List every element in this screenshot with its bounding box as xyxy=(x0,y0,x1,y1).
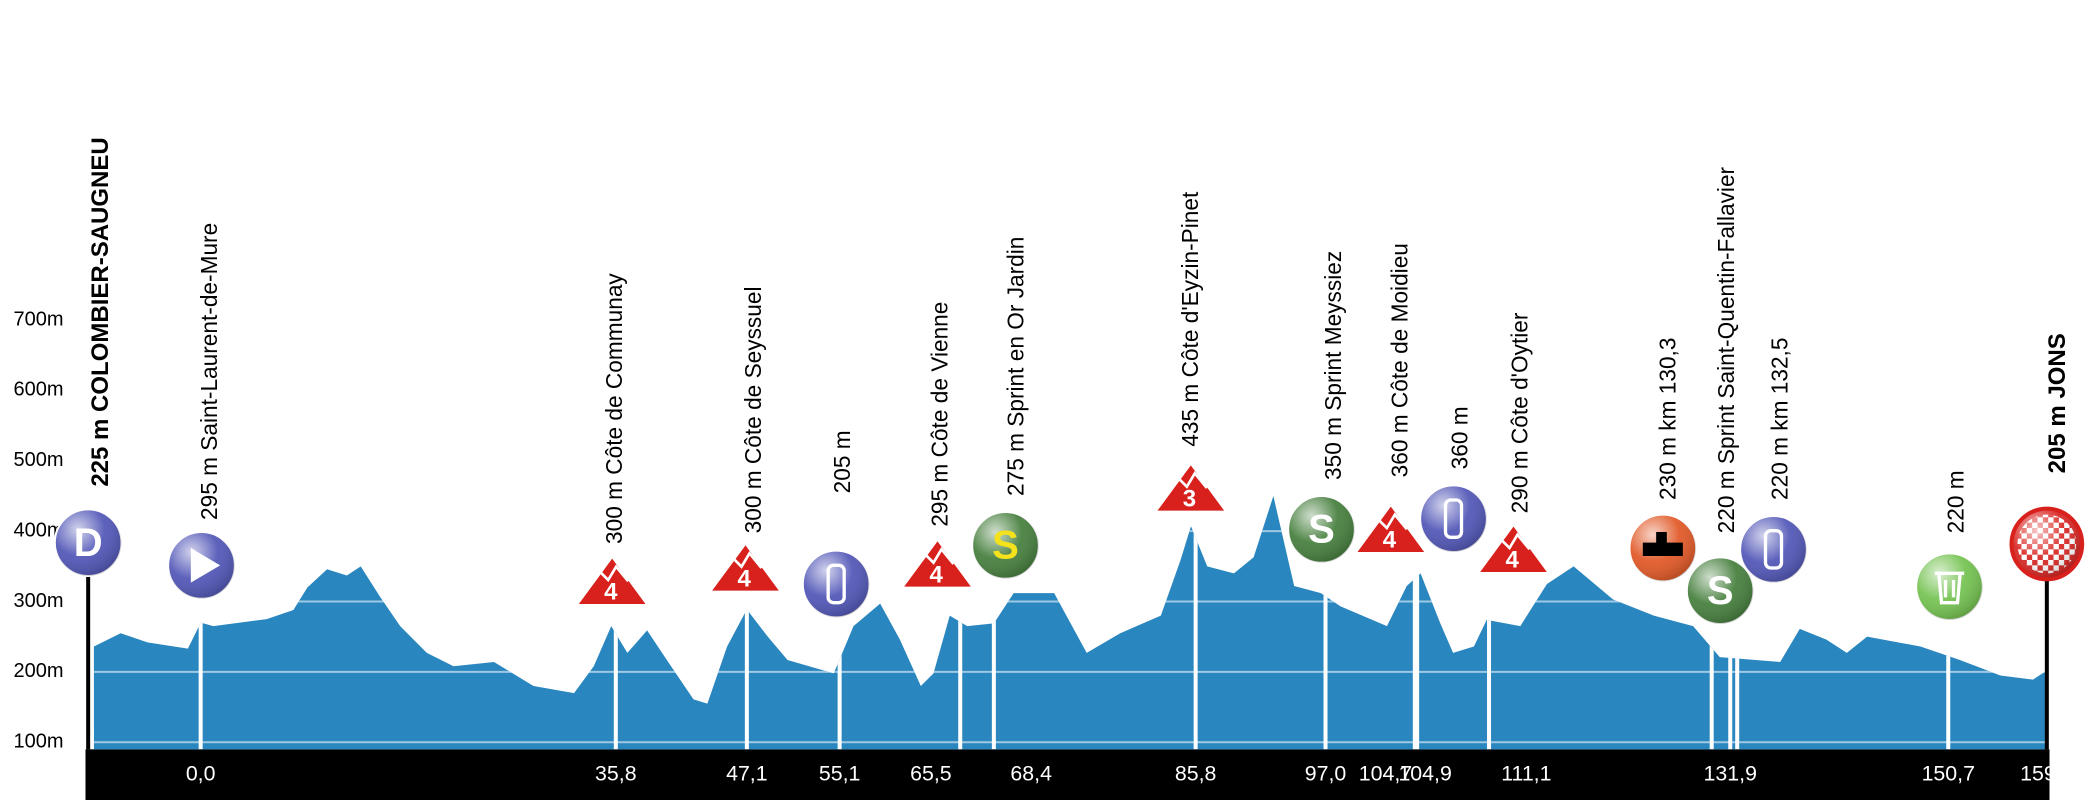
climb-category: 4 xyxy=(1383,527,1397,554)
climb-icon xyxy=(1480,526,1547,572)
marker-icon: 3 xyxy=(1157,465,1225,512)
climb-icon xyxy=(904,541,971,587)
x-tick-label: 97,0 xyxy=(1305,761,1347,785)
marker-icon: S xyxy=(1287,494,1356,564)
marker-label: 295 m Saint-Laurent-de-Mure xyxy=(196,223,222,520)
climb-peaks xyxy=(1489,532,1531,555)
climb-peaks xyxy=(1367,512,1408,535)
marker-icon: 4 xyxy=(1480,526,1547,574)
marker-icon xyxy=(167,530,236,600)
icon-symbol: D xyxy=(74,521,103,565)
marker-icon xyxy=(1628,513,1698,583)
marker-label: 300 m Côte de Seyssuel xyxy=(740,286,766,533)
y-tick-label: 500m xyxy=(14,449,64,471)
marker-label: 220 m Sprint Saint-Quentin-Fallavier xyxy=(1713,166,1739,533)
icon-shine xyxy=(1740,516,1807,583)
marker-label: 435 m Côte d'Eyzin-Pinet xyxy=(1177,191,1203,447)
x-tick-label: 159,2 xyxy=(2020,761,2073,785)
y-tick-label: 700m xyxy=(14,308,64,330)
x-tick-label: 68,4 xyxy=(1010,761,1052,785)
marker-label: 220 m xyxy=(1942,470,1968,533)
marker-label: 275 m Sprint en Or Jardin xyxy=(1002,237,1028,496)
climb-category: 4 xyxy=(737,565,751,592)
icon-symbol: S xyxy=(1308,508,1335,552)
icon-shine xyxy=(1420,485,1487,552)
y-tick-label: 300m xyxy=(14,590,64,612)
x-tick-label: 55,1 xyxy=(819,761,861,785)
marker-icon xyxy=(1739,514,1808,584)
x-tick-label: 111,1 xyxy=(1501,761,1551,785)
x-tick-label: 35,8 xyxy=(595,761,637,785)
marker-icon xyxy=(1915,552,1984,621)
climb-icon xyxy=(1157,465,1225,511)
bin-glyph xyxy=(1934,571,1965,605)
marker-icon: 4 xyxy=(712,545,779,592)
marker-icon: S xyxy=(1685,556,1755,625)
marker-icon: S xyxy=(971,510,1040,580)
marker-icon: 4 xyxy=(904,541,971,588)
icon-shine xyxy=(1686,557,1754,624)
bottle-glyph xyxy=(1443,498,1464,539)
marker-icon: 4 xyxy=(578,558,646,606)
marker-label: 350 m Sprint Meyssiez xyxy=(1320,251,1346,480)
climb-category: 3 xyxy=(1183,485,1196,512)
x-tick-label: 150,7 xyxy=(1922,761,1975,785)
x-tick-label: 104,7 xyxy=(1359,761,1412,785)
climb-icon xyxy=(578,558,646,604)
marker-label: 220 m km 132,5 xyxy=(1766,338,1792,500)
marker-label: 230 m km 130,3 xyxy=(1654,338,1680,500)
bottle-glyph xyxy=(826,563,846,605)
marker-label: 290 m Côte d'Oytier xyxy=(1506,312,1532,513)
climb-category: 4 xyxy=(604,579,618,606)
icon-shine xyxy=(1916,553,1983,620)
arrow-glyph xyxy=(190,548,221,583)
marker-icon xyxy=(801,549,871,619)
climb-peaks xyxy=(721,551,763,573)
marker-icon: 4 xyxy=(1357,506,1425,554)
climb-category: 4 xyxy=(1505,547,1519,574)
x-tick-label: 85,8 xyxy=(1175,761,1217,785)
area-overlay xyxy=(93,496,2047,750)
icon-symbol: S xyxy=(992,524,1019,568)
icon-shine xyxy=(1288,496,1355,563)
x-tick-label: 65,5 xyxy=(910,761,952,785)
icon-shine xyxy=(972,512,1039,579)
icon-shine xyxy=(54,509,122,576)
marker-icon xyxy=(1419,484,1488,553)
marker-label: 360 m xyxy=(1446,406,1472,469)
km-bar xyxy=(85,749,2050,800)
marker-label: 225 m COLOMBIER-SAUGNEU xyxy=(87,137,114,486)
x-tick-label: 47,1 xyxy=(726,761,768,785)
marker-label: 205 m JONS xyxy=(2044,333,2071,473)
icon-symbol: S xyxy=(1707,569,1734,613)
elevation-area xyxy=(93,496,2047,750)
climb-peaks xyxy=(588,564,630,587)
y-tick-label: 100m xyxy=(14,731,64,753)
climb-peaks xyxy=(913,547,955,569)
icon-shine xyxy=(802,550,870,618)
marker-icon xyxy=(2009,506,2085,582)
marker-label: 360 m Côte de Moidieu xyxy=(1386,243,1412,477)
climb-peaks xyxy=(1167,471,1208,493)
x-tick-label: 131,9 xyxy=(1704,761,1757,785)
marker-label: 295 m Côte de Vienne xyxy=(926,302,952,527)
marker-label: 300 m Côte de Communay xyxy=(601,273,627,544)
climb-category: 4 xyxy=(929,561,943,588)
climb-icon xyxy=(712,545,779,591)
marker-icon: D xyxy=(53,508,123,577)
y-tick-label: 400m xyxy=(14,519,64,541)
x-tick-label: 104,9 xyxy=(1398,761,1451,785)
y-tick-label: 600m xyxy=(14,379,64,401)
train-glyph xyxy=(1642,532,1683,556)
x-tick-label: 0,0 xyxy=(186,761,216,785)
climb-icon xyxy=(1357,506,1425,552)
icon-shine xyxy=(2013,510,2081,578)
marker-label: 205 m xyxy=(829,430,855,493)
y-tick-label: 200m xyxy=(14,660,64,682)
bottle-glyph xyxy=(1763,528,1784,570)
